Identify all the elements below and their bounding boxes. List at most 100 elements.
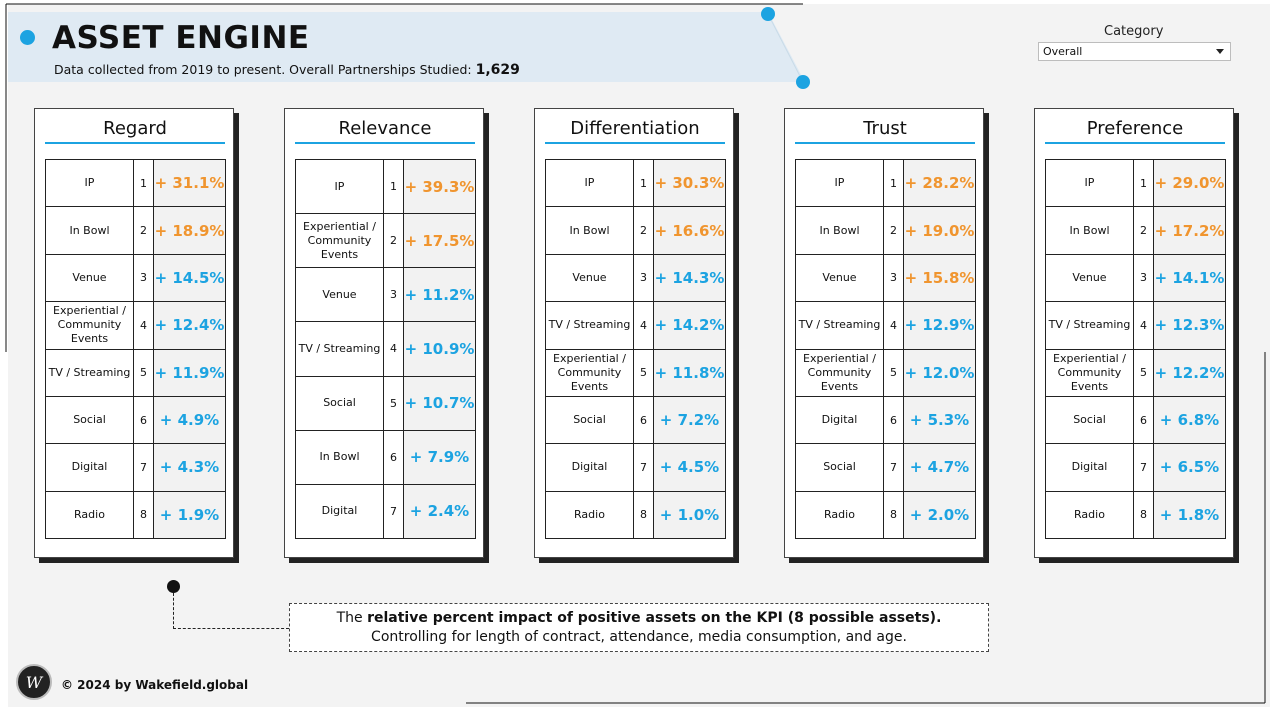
- table-row: Digital 7 + 4.5%: [545, 443, 726, 492]
- table-row: Experiential / Community Events 5 + 11.8%: [545, 348, 726, 397]
- asset-rank-cell: 8: [1133, 490, 1154, 540]
- table-row: In Bowl 6 + 7.9%: [295, 429, 476, 485]
- asset-rank-cell: 2: [133, 206, 154, 255]
- asset-impact-cell: + 14.3%: [653, 253, 726, 303]
- asset-rank-cell: 5: [133, 348, 154, 397]
- partnerships-count: 1,629: [475, 62, 520, 78]
- asset-name-cell: IP: [1045, 158, 1134, 208]
- asset-name-cell: Venue: [45, 253, 134, 303]
- table-row: Social 6 + 4.9%: [45, 395, 226, 445]
- asset-name-cell: TV / Streaming: [295, 321, 384, 377]
- chevron-down-icon[interactable]: [1216, 49, 1224, 54]
- kpi-card-relevance: Relevance IP 1 + 39.3% Experiential / Commun…: [284, 108, 484, 558]
- asset-impact-cell: + 11.2%: [403, 267, 476, 323]
- asset-impact-cell: + 4.3%: [153, 443, 226, 492]
- methodology-note: The relative percent impact of positive …: [289, 603, 989, 652]
- asset-impact-cell: + 4.9%: [153, 395, 226, 445]
- logo-letter: W: [25, 672, 43, 692]
- table-row: IP 1 + 29.0%: [1045, 158, 1226, 208]
- wakefield-logo[interactable]: W: [16, 664, 52, 700]
- asset-name-cell: Experiential / Community Events: [295, 213, 384, 269]
- asset-impact-cell: + 14.5%: [153, 253, 226, 303]
- asset-rank-cell: 6: [1133, 395, 1154, 445]
- asset-impact-cell: + 30.3%: [653, 158, 726, 208]
- title-bullet-icon: [20, 30, 35, 45]
- asset-impact-cell: + 29.0%: [1153, 158, 1226, 208]
- asset-rank-cell: 6: [883, 395, 904, 445]
- kpi-card-title-underline: [795, 142, 975, 144]
- table-row: In Bowl 2 + 17.2%: [1045, 206, 1226, 255]
- table-row: Digital 6 + 5.3%: [795, 395, 976, 445]
- asset-name-cell: TV / Streaming: [545, 301, 634, 350]
- kpi-card-preference: Preference IP 1 + 29.0% In Bowl 2 + 17.2% Venue…: [1034, 108, 1234, 558]
- table-row: TV / Streaming 5 + 11.9%: [45, 348, 226, 397]
- asset-rank-cell: 2: [1133, 206, 1154, 255]
- asset-name-cell: TV / Streaming: [1045, 301, 1134, 350]
- asset-impact-cell: + 39.3%: [403, 158, 476, 215]
- asset-impact-cell: + 14.1%: [1153, 253, 1226, 303]
- asset-rank-cell: 4: [883, 301, 904, 350]
- asset-rank-cell: 7: [133, 443, 154, 492]
- asset-name-cell: In Bowl: [1045, 206, 1134, 255]
- asset-ranking-table: IP 1 + 29.0% In Bowl 2 + 17.2% Venue 3 + 14.1% TV…: [1045, 158, 1226, 540]
- asset-name-cell: In Bowl: [545, 206, 634, 255]
- asset-rank-cell: 7: [633, 443, 654, 492]
- kpi-card-title: Trust: [863, 118, 907, 139]
- asset-impact-cell: + 31.1%: [153, 158, 226, 208]
- asset-name-cell: Radio: [795, 490, 884, 540]
- asset-rank-cell: 4: [133, 301, 154, 350]
- asset-name-cell: IP: [295, 158, 384, 215]
- category-selected-value: Overall: [1043, 45, 1083, 58]
- asset-rank-cell: 3: [633, 253, 654, 303]
- asset-rank-cell: 5: [383, 375, 404, 431]
- asset-impact-cell: + 1.8%: [1153, 490, 1226, 540]
- table-row: Radio 8 + 1.9%: [45, 490, 226, 540]
- asset-rank-cell: 1: [883, 158, 904, 208]
- asset-impact-cell: + 12.2%: [1153, 348, 1226, 397]
- asset-name-cell: Digital: [545, 443, 634, 492]
- asset-rank-cell: 2: [633, 206, 654, 255]
- asset-name-cell: Social: [45, 395, 134, 445]
- asset-rank-cell: 7: [383, 483, 404, 539]
- asset-name-cell: TV / Streaming: [45, 348, 134, 397]
- asset-impact-cell: + 11.8%: [653, 348, 726, 397]
- asset-impact-cell: + 16.6%: [653, 206, 726, 255]
- table-row: IP 1 + 28.2%: [795, 158, 976, 208]
- asset-impact-cell: + 12.0%: [903, 348, 976, 397]
- asset-name-cell: In Bowl: [45, 206, 134, 255]
- asset-impact-cell: + 1.9%: [153, 490, 226, 540]
- category-filter-label: Category: [1104, 24, 1164, 39]
- table-row: Digital 7 + 6.5%: [1045, 443, 1226, 492]
- table-row: IP 1 + 31.1%: [45, 158, 226, 208]
- asset-rank-cell: 1: [383, 158, 404, 215]
- asset-rank-cell: 4: [633, 301, 654, 350]
- asset-rank-cell: 3: [383, 267, 404, 323]
- kpi-card-title: Regard: [103, 118, 167, 139]
- asset-rank-cell: 4: [1133, 301, 1154, 350]
- table-row: Experiential / Community Events 5 + 12.0%: [795, 348, 976, 397]
- asset-rank-cell: 1: [133, 158, 154, 208]
- kpi-card-title-underline: [545, 142, 725, 144]
- table-row: TV / Streaming 4 + 14.2%: [545, 301, 726, 350]
- asset-name-cell: Venue: [545, 253, 634, 303]
- note-prefix: The: [336, 610, 363, 626]
- asset-name-cell: Social: [1045, 395, 1134, 445]
- table-row: Digital 7 + 2.4%: [295, 483, 476, 539]
- annotation-connector-horizontal: [173, 628, 289, 629]
- asset-impact-cell: + 2.4%: [403, 483, 476, 539]
- asset-name-cell: In Bowl: [295, 429, 384, 485]
- table-row: TV / Streaming 4 + 10.9%: [295, 321, 476, 377]
- asset-impact-cell: + 19.0%: [903, 206, 976, 255]
- table-row: Radio 8 + 1.8%: [1045, 490, 1226, 540]
- table-row: TV / Streaming 4 + 12.3%: [1045, 301, 1226, 350]
- annotation-connector: [173, 593, 174, 629]
- note-suffix: Controlling for length of contract, atte…: [371, 629, 907, 645]
- kpi-card-title-underline: [1045, 142, 1225, 144]
- asset-name-cell: Digital: [795, 395, 884, 445]
- asset-rank-cell: 1: [1133, 158, 1154, 208]
- asset-name-cell: Venue: [1045, 253, 1134, 303]
- asset-name-cell: Radio: [45, 490, 134, 540]
- asset-name-cell: Digital: [295, 483, 384, 539]
- category-dropdown[interactable]: Overall: [1038, 42, 1231, 61]
